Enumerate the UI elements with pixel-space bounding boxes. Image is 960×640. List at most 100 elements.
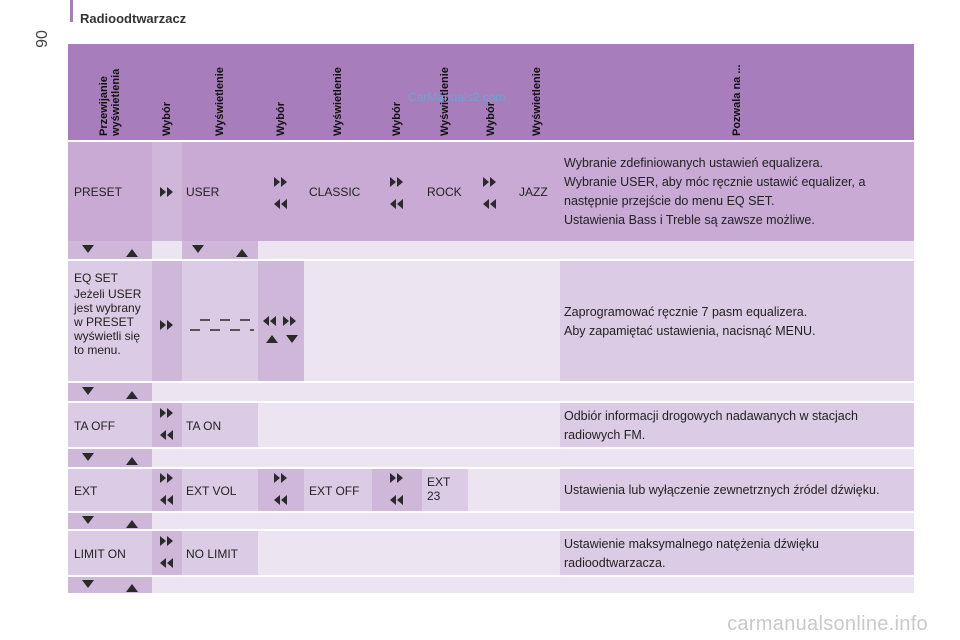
description-line: Aby zapamiętać ustawienia, nacisnąć MENU… — [564, 324, 816, 338]
description-line: Ustawienia lub wyłączenie zewnetrznych ź… — [564, 483, 880, 497]
column-header-label: Wybór — [485, 101, 497, 136]
table-cell: NO LIMIT — [182, 531, 258, 575]
table-cell — [152, 531, 182, 575]
description-line: Ustawienia Bass i Treble są zawsze możli… — [564, 213, 815, 227]
table-cell — [468, 469, 560, 511]
accent-bar — [70, 0, 73, 22]
up-arrow-icon — [124, 582, 140, 594]
column-header-label: Wybór — [275, 101, 287, 136]
column-header-label: Przewijanie wyświetlenia — [98, 68, 122, 136]
table-cell — [468, 142, 514, 241]
down-arrow-icon — [80, 385, 96, 397]
up-arrow-icon — [234, 247, 250, 259]
table-cell: LIMIT ON — [68, 531, 152, 575]
column-header-label: Wybór — [161, 101, 173, 136]
table-cell: EXT — [68, 469, 152, 511]
table-cell: PRESET — [68, 142, 152, 241]
arrow-strip — [68, 577, 914, 593]
equalizer-bars-icon — [188, 317, 254, 333]
arrow-strip — [68, 449, 914, 467]
next-icon — [282, 315, 298, 327]
column-header-label: Wyświetlenie — [332, 67, 344, 136]
column-header-display-1: Wyświetlenie — [182, 44, 258, 140]
display-value: EXT VOL — [186, 484, 237, 498]
table-cell — [372, 469, 422, 511]
column-header-label: Wybór — [391, 101, 403, 136]
description-cell: Zaprogramować ręcznie 7 pasm equalizera.… — [560, 261, 914, 381]
display-value: EXT 23 — [427, 475, 451, 503]
row-label: TA OFF — [74, 419, 116, 433]
description-line: Odbiór informacji drogowych nadawanych w… — [564, 409, 858, 442]
prev-icon — [389, 494, 405, 506]
column-header-select-1: Wybór — [152, 44, 182, 140]
table-cell — [152, 142, 182, 241]
table-cell — [182, 261, 258, 381]
column-header-label: Wyświetlenie — [531, 67, 543, 136]
table-cell — [258, 261, 304, 381]
arrow-strip — [68, 513, 914, 529]
table-cell: TA ON — [182, 403, 258, 447]
table-cell — [152, 469, 182, 511]
prev-icon — [273, 494, 289, 506]
table-cell — [68, 513, 152, 529]
prev-icon — [159, 494, 175, 506]
arrow-strip — [68, 241, 914, 259]
column-header-label: Pozwala na ... — [731, 64, 743, 136]
column-header-label: Wyświetlenie — [214, 67, 226, 136]
table-cell — [68, 241, 152, 259]
prev-icon — [482, 198, 498, 210]
row-note: Jeżeli USER jest wybrany w PRESET wyświe… — [74, 287, 142, 357]
description-cell: Ustawienie maksymalnego natężenia dźwięk… — [560, 531, 914, 575]
next-icon — [159, 407, 175, 419]
description-line: Ustawienie maksymalnego natężenia dźwięk… — [564, 537, 819, 570]
table-cell — [68, 383, 152, 401]
next-icon — [389, 472, 405, 484]
table-cell — [68, 577, 152, 593]
next-icon — [159, 319, 175, 331]
table-cell: EXT OFF — [304, 469, 372, 511]
next-icon — [159, 186, 175, 198]
table-cell: USER — [182, 142, 258, 241]
next-icon — [273, 176, 289, 188]
down-arrow-icon — [284, 333, 300, 345]
table-cell — [152, 403, 182, 447]
prev-icon — [159, 557, 175, 569]
column-header-select-3: Wybór — [372, 44, 422, 140]
arrow-strip — [68, 383, 914, 401]
next-icon — [482, 176, 498, 188]
watermark: CarManuals2.com — [408, 90, 506, 104]
description-line: Wybranie USER, aby móc ręcznie ustawić e… — [564, 175, 866, 208]
table-cell — [152, 261, 182, 381]
table-cell: ROCK — [422, 142, 468, 241]
table-cell: EXT 23 — [422, 469, 468, 511]
next-icon — [159, 472, 175, 484]
footer-watermark: carmanualsonline.info — [727, 613, 928, 635]
column-header-display-3: Wyświetlenie — [422, 44, 468, 140]
display-value: NO LIMIT — [186, 547, 239, 561]
down-arrow-icon — [80, 451, 96, 463]
display-value: TA ON — [186, 419, 222, 433]
down-arrow-icon — [80, 514, 96, 526]
row-label: LIMIT ON — [74, 547, 126, 561]
prev-icon — [159, 429, 175, 441]
table-cell — [258, 142, 304, 241]
table-cell: JAZZ — [514, 142, 560, 241]
display-value: JAZZ — [519, 185, 548, 199]
table-cell: EXT VOL — [182, 469, 258, 511]
table-cell — [372, 142, 422, 241]
row-label: PRESET — [74, 185, 123, 199]
description-cell: Wybranie zdefiniowanych ustawień equaliz… — [560, 142, 914, 241]
column-header-display-2: Wyświetlenie — [304, 44, 372, 140]
up-arrow-icon — [264, 333, 280, 345]
table-cell — [258, 531, 560, 575]
column-header-select-2: Wybór — [258, 44, 304, 140]
prev-icon — [273, 198, 289, 210]
column-header-select-4: Wybór — [468, 44, 514, 140]
down-arrow-icon — [80, 578, 96, 590]
up-arrow-icon — [124, 455, 140, 467]
prev-icon — [389, 198, 405, 210]
next-icon — [273, 472, 289, 484]
table-cell — [68, 449, 152, 467]
description-cell: Odbiór informacji drogowych nadawanych w… — [560, 403, 914, 447]
page-title: Radioodtwarzacz — [80, 11, 187, 26]
